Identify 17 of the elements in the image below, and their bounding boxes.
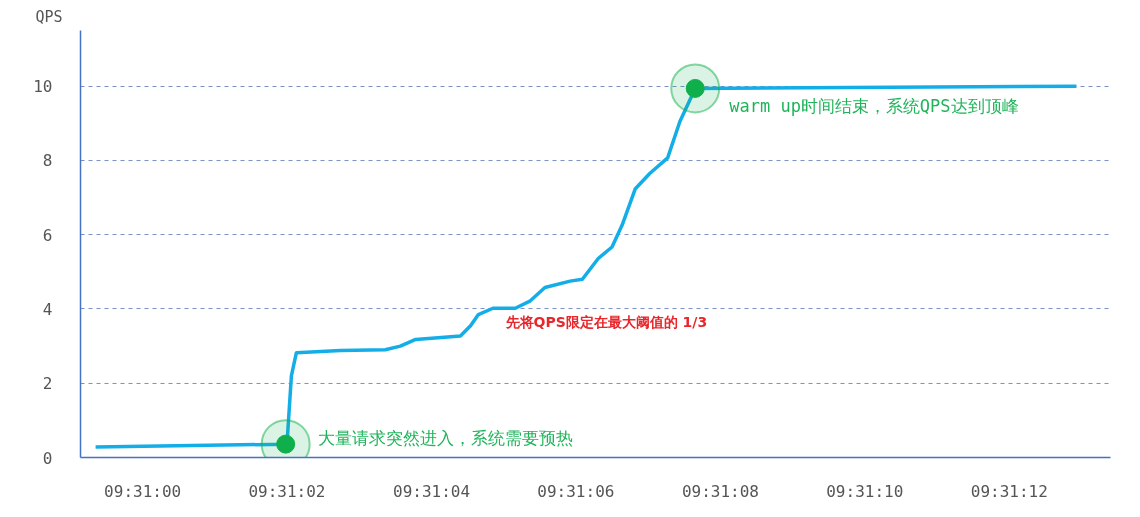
y-tick-label: 6 [42, 225, 53, 245]
x-tick-label: 09:31:10 [826, 481, 904, 501]
y-tick-label: 2 [42, 374, 53, 394]
annotation: warm up时间结束，系统QPS达到顶峰 [729, 96, 1019, 117]
x-tick-label: 09:31:04 [393, 481, 471, 501]
x-tick-label: 09:31:08 [681, 481, 759, 501]
annotation: 先将QPS限定在最大阈值的 1/3 [504, 313, 708, 330]
x-tick-label: 09:31:02 [248, 481, 326, 501]
annotation: 大量请求突然进入，系统需要预热 [317, 428, 573, 449]
y-tick-label: 10 [33, 77, 53, 97]
y-tick-label: 8 [42, 151, 53, 171]
y-tick-label: 0 [42, 448, 53, 468]
y-axis-title: QPS [35, 7, 63, 26]
x-tick-label: 09:31:06 [537, 481, 615, 501]
x-tick-label: 09:31:00 [104, 481, 182, 501]
x-tick-label: 09:31:12 [970, 481, 1048, 501]
y-tick-label: 4 [42, 299, 53, 319]
